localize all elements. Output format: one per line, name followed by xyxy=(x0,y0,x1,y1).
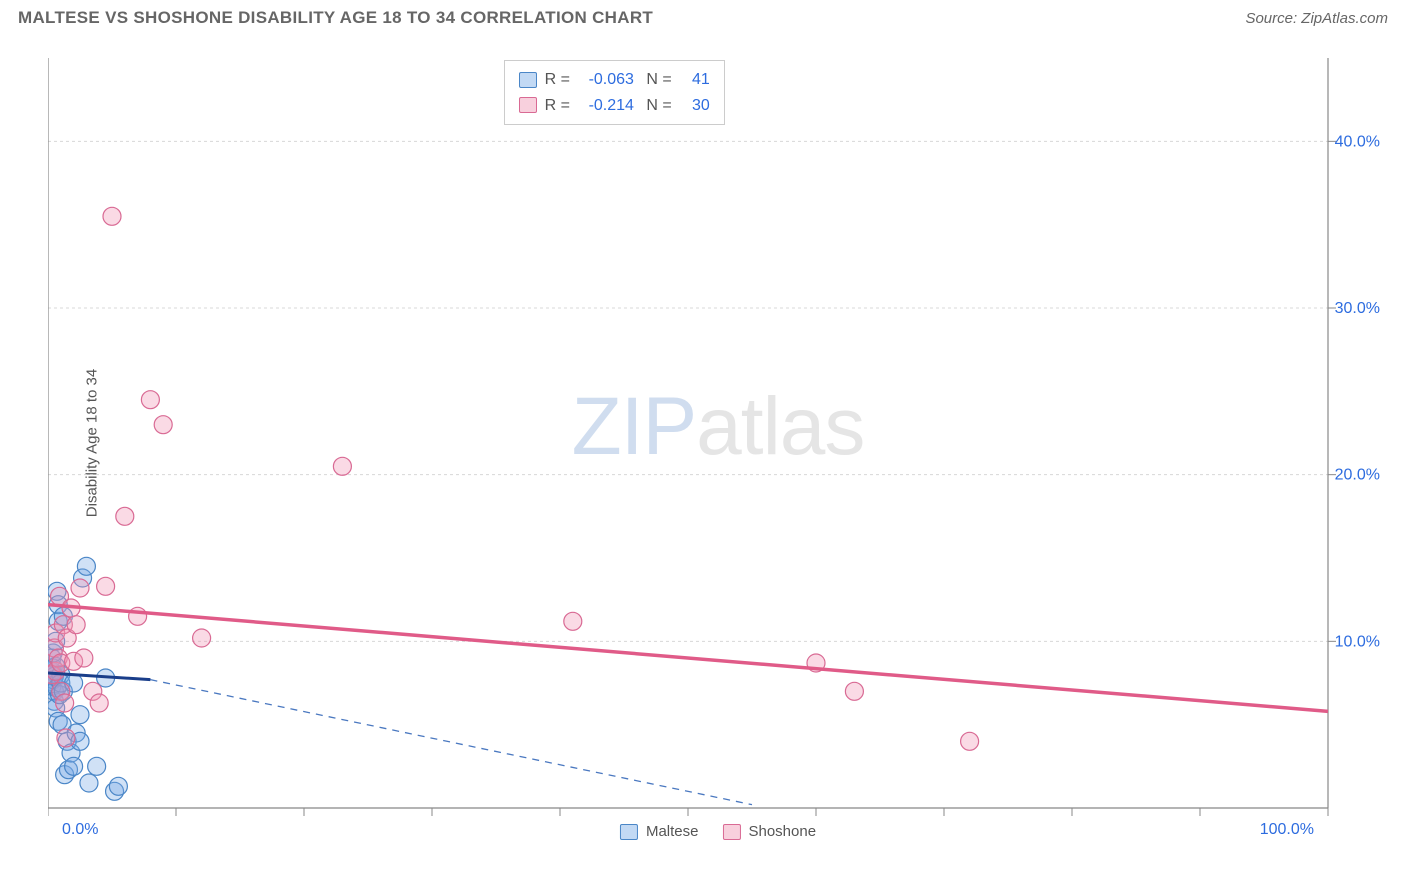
stats-label-r: R = xyxy=(545,67,570,93)
header: MALTESE VS SHOSHONE DISABILITY AGE 18 TO… xyxy=(0,0,1406,28)
svg-text:20.0%: 20.0% xyxy=(1335,467,1380,484)
bottom-legend: Maltese Shoshone xyxy=(620,823,816,840)
legend-label: Maltese xyxy=(646,823,699,840)
legend-swatch xyxy=(722,824,740,840)
chart-title: MALTESE VS SHOSHONE DISABILITY AGE 18 TO… xyxy=(18,8,653,28)
legend-item: Maltese xyxy=(620,823,699,840)
svg-text:0.0%: 0.0% xyxy=(62,821,98,838)
svg-text:30.0%: 30.0% xyxy=(1335,300,1380,317)
svg-text:40.0%: 40.0% xyxy=(1335,133,1380,150)
stats-swatch xyxy=(519,97,537,113)
legend-item: Shoshone xyxy=(722,823,816,840)
stats-label-r: R = xyxy=(545,93,570,119)
chart-area: Disability Age 18 to 34 10.0%20.0%30.0%4… xyxy=(48,48,1388,838)
stats-value-n: 30 xyxy=(680,93,710,119)
stats-label-n: N = xyxy=(642,93,672,119)
svg-text:10.0%: 10.0% xyxy=(1335,633,1380,650)
scatter-plot: 10.0% 20.0% 30.0% 40.0% 0.0% 100.0% xyxy=(48,48,1388,838)
stats-value-r: -0.214 xyxy=(578,93,634,119)
stats-label-n: N = xyxy=(642,67,672,93)
legend-swatch xyxy=(620,824,638,840)
stats-row: R = -0.063 N = 41 xyxy=(519,67,710,93)
source-attribution: Source: ZipAtlas.com xyxy=(1245,10,1388,27)
stats-box: R = -0.063 N = 41 R = -0.214 N = 30 xyxy=(504,60,725,125)
stats-row: R = -0.214 N = 30 xyxy=(519,93,710,119)
stats-value-r: -0.063 xyxy=(578,67,634,93)
legend-label: Shoshone xyxy=(748,823,816,840)
stats-value-n: 41 xyxy=(680,67,710,93)
svg-text:100.0%: 100.0% xyxy=(1260,821,1314,838)
stats-swatch xyxy=(519,72,537,88)
